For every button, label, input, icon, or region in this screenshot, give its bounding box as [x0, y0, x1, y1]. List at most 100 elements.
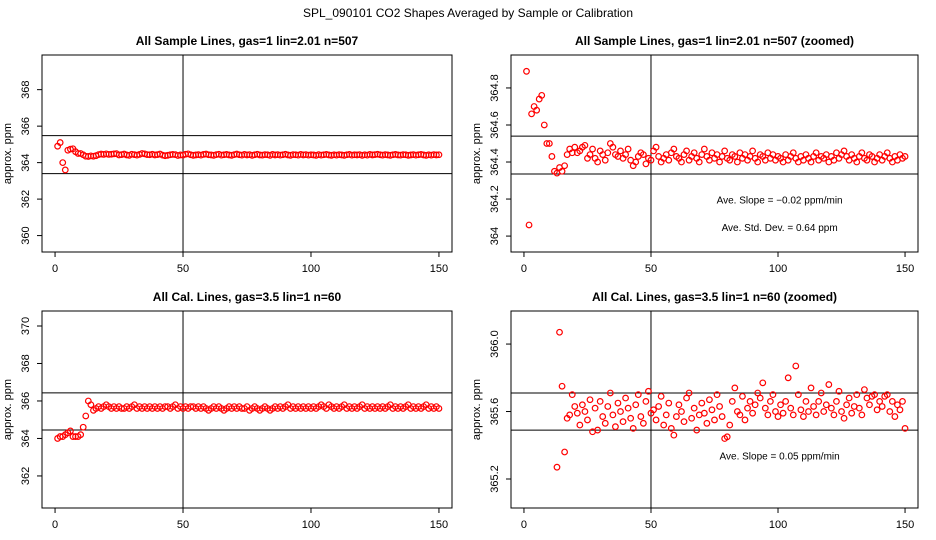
point: [601, 156, 609, 164]
point: [706, 396, 713, 404]
point: [601, 419, 609, 427]
point: [617, 408, 624, 415]
panel: All Sample Lines, gas=1 lin=2.01 n=507 ap…: [2, 34, 453, 275]
point: [690, 404, 698, 412]
x-tick-label: 100: [302, 519, 320, 531]
point: [848, 409, 856, 417]
point: [871, 391, 878, 399]
y-tick-label: 366.0: [489, 330, 501, 358]
point: [543, 140, 551, 147]
point: [901, 153, 909, 160]
point: [876, 398, 884, 405]
point: [657, 392, 665, 400]
points: [553, 328, 909, 471]
annotation: Ave. Std. Dev. = 0.64 ppm: [722, 223, 838, 234]
point: [670, 145, 678, 153]
point: [639, 151, 647, 159]
point: [695, 158, 703, 166]
point: [87, 401, 95, 409]
point: [883, 391, 891, 399]
point: [802, 398, 810, 405]
y-tick-label: 364: [20, 429, 32, 447]
point: [789, 149, 797, 157]
point: [639, 419, 647, 427]
point: [683, 394, 690, 402]
point: [662, 411, 670, 419]
point: [899, 398, 906, 405]
point: [604, 149, 612, 157]
point: [624, 404, 632, 412]
point: [675, 401, 683, 409]
point: [807, 158, 815, 166]
point: [56, 139, 64, 146]
point: [708, 406, 716, 414]
point: [533, 106, 541, 114]
point: [873, 406, 881, 414]
point: [721, 147, 729, 155]
point: [591, 404, 599, 412]
panel: All Sample Lines, gas=1 lin=2.01 n=507 (…: [471, 34, 919, 275]
y-axis-label: approx. ppm: [471, 123, 483, 184]
y-tick-label: 360: [20, 226, 32, 244]
y-tick-label: 370: [20, 317, 32, 335]
point: [843, 401, 851, 409]
point: [805, 408, 812, 415]
point: [667, 424, 675, 432]
annotation: Ave. Slope = 0.05 ppm/min: [720, 451, 840, 462]
point: [713, 391, 721, 399]
plot-frame: [41, 310, 453, 509]
point: [556, 328, 563, 336]
point: [700, 145, 708, 153]
points: [54, 139, 443, 174]
point: [571, 143, 579, 151]
point: [792, 362, 800, 370]
point: [815, 398, 823, 405]
point: [683, 147, 690, 155]
y-tick-label: 364: [489, 227, 501, 245]
point: [779, 409, 787, 417]
x-tick-label: 150: [896, 519, 914, 531]
point: [548, 153, 556, 160]
y-tick-label: 364.8: [489, 74, 501, 102]
point: [558, 382, 566, 390]
point: [789, 411, 797, 419]
point: [858, 411, 866, 419]
point: [756, 394, 764, 402]
point: [528, 110, 535, 118]
point: [435, 405, 443, 412]
y-tick-label: 364.2: [489, 185, 501, 213]
point: [680, 418, 688, 426]
x-tick-label: 150: [430, 263, 448, 275]
point: [622, 151, 629, 159]
point: [629, 424, 637, 432]
point: [825, 381, 833, 388]
point: [787, 404, 795, 412]
x-tick-label: 50: [177, 263, 189, 275]
points: [523, 67, 909, 229]
annotation: Ave. Slope = −0.02 ppm/min: [717, 195, 843, 206]
point: [79, 423, 87, 431]
point: [655, 403, 663, 410]
point: [733, 158, 741, 166]
point: [777, 401, 784, 409]
x-tick-label: 0: [52, 263, 58, 275]
point: [566, 411, 574, 419]
point: [703, 419, 711, 427]
point: [726, 156, 734, 164]
point: [523, 67, 530, 75]
point: [525, 221, 533, 229]
point: [830, 411, 838, 419]
point: [746, 398, 754, 405]
panel-title: All Cal. Lines, gas=3.5 lin=1 n=60: [153, 290, 342, 304]
point: [866, 401, 873, 409]
x-tick-label: 50: [177, 519, 189, 531]
plot-frame: [510, 310, 919, 509]
point: [672, 413, 680, 420]
point: [886, 408, 894, 415]
point: [723, 433, 731, 441]
point: [632, 401, 640, 409]
x-tick-label: 0: [521, 519, 527, 531]
point: [432, 151, 440, 159]
point: [764, 411, 772, 419]
